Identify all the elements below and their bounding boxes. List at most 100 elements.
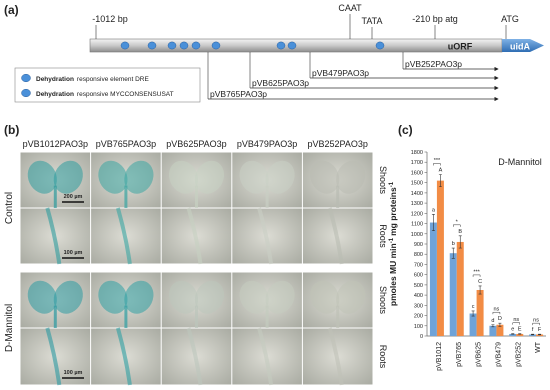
- error-bar: [431, 214, 435, 232]
- y-tick-label: 1800: [411, 150, 423, 156]
- x-tick-label: pVB765: [456, 342, 463, 367]
- significance-label: *: [456, 219, 459, 225]
- bar: [509, 333, 517, 336]
- y-tick-label: 1200: [411, 211, 423, 217]
- error-bar: [518, 333, 522, 335]
- bar: [456, 241, 464, 336]
- group-letter: f: [532, 327, 534, 333]
- y-tick-label: 600: [414, 273, 423, 279]
- column-header: pVB765PAO3p: [96, 139, 156, 149]
- error-bar: [511, 333, 515, 335]
- y-tick-label: 1100: [411, 222, 423, 228]
- legend-bold: Dehydration: [36, 76, 74, 83]
- y-axis-label-part: mg proteins: [388, 187, 398, 236]
- construct-label: pVB479PAO3p: [312, 68, 369, 78]
- construct-label: pVB765PAO3p: [210, 89, 267, 99]
- error-bar: [451, 247, 455, 259]
- legend-label: Dehydration responsive MYCCONSENSUSAT: [36, 91, 174, 98]
- y-tick-label: 1400: [411, 191, 423, 197]
- scale-bar-label: 100 µm: [64, 250, 83, 256]
- leaf: [336, 160, 366, 194]
- error-bar: [491, 324, 495, 328]
- leaf: [98, 160, 128, 194]
- y-tick-label: 0: [420, 334, 423, 340]
- y-tick-label: 100: [414, 324, 423, 330]
- root: [45, 327, 62, 386]
- root: [257, 327, 274, 386]
- y-tick-label: 1300: [411, 201, 423, 207]
- leaf: [53, 280, 83, 314]
- y-axis-label-part: pmoles MU min: [388, 243, 398, 306]
- group-letter: c: [472, 304, 475, 310]
- significance-label: ns: [533, 318, 539, 324]
- condition-label: D-Mannitol: [4, 304, 15, 352]
- scale-bar-label: 100 µm: [64, 370, 83, 376]
- x-tick-label: pVB252: [515, 342, 522, 367]
- y-axis-label-sup: -1: [389, 237, 395, 243]
- error-bar: [471, 310, 475, 317]
- root: [257, 207, 274, 265]
- legend-icon: [21, 73, 31, 83]
- leaf: [168, 160, 199, 194]
- root: [115, 327, 132, 386]
- uorf-label: uORF: [448, 42, 473, 52]
- element-icon: [191, 41, 201, 50]
- legend-text: responsive element DRE: [77, 76, 150, 83]
- significance-bracket: [433, 163, 441, 166]
- significance-bracket: [472, 274, 481, 277]
- group-letter: C: [478, 279, 482, 285]
- error-bar: [498, 322, 502, 327]
- scale-bar-label: 200 µm: [64, 194, 83, 200]
- leaf: [194, 160, 225, 194]
- element-icon: [179, 41, 189, 50]
- significance-label: ns: [494, 307, 500, 313]
- significance-bracket: [492, 311, 501, 315]
- bar: [476, 290, 484, 336]
- group-letter: d: [491, 318, 494, 324]
- tissue-label: Shoots: [378, 166, 388, 195]
- leaf: [53, 160, 83, 194]
- column-header: pVB479PAO3p: [237, 139, 297, 149]
- y-tick-label: 1600: [411, 170, 423, 176]
- y-axis-label: pmoles MU min-1mg proteins-1: [388, 181, 398, 306]
- root: [45, 207, 62, 265]
- leaf: [239, 160, 269, 194]
- element-icon: [167, 41, 177, 50]
- group-letter: D: [498, 316, 502, 322]
- bar: [429, 222, 437, 336]
- y-tick-label: 300: [414, 303, 423, 309]
- x-tick-label: pVB1012: [436, 342, 443, 371]
- construct-label: pVB252PAO3p: [405, 59, 462, 69]
- column-header: pVB1012PAO3p: [23, 139, 88, 149]
- leaf: [310, 280, 340, 314]
- leaf: [168, 280, 199, 314]
- root: [186, 327, 203, 386]
- bar: [516, 333, 524, 336]
- significance-bracket: [532, 322, 540, 326]
- bar: [496, 324, 504, 336]
- panel-label: (c): [398, 123, 413, 137]
- x-tick-label: pVB479: [495, 342, 502, 367]
- group-letter: F: [538, 327, 542, 333]
- significance-bracket: [512, 322, 520, 325]
- y-tick-label: 1000: [411, 232, 423, 238]
- element-icon: [120, 41, 130, 50]
- element-icon: [211, 41, 221, 50]
- root: [327, 327, 344, 386]
- legend-bold: Dehydration: [36, 91, 74, 98]
- group-letter: b: [452, 241, 455, 247]
- gene-box: [502, 39, 544, 52]
- error-bar: [478, 285, 482, 295]
- group-letter: B: [458, 229, 462, 235]
- y-tick-label: 1700: [411, 160, 423, 166]
- y-tick-label: 700: [414, 262, 423, 268]
- y-tick-label: 400: [414, 293, 423, 299]
- y-axis-label-sup: -1: [389, 181, 395, 187]
- bar: [536, 334, 544, 336]
- leaf: [265, 160, 295, 194]
- leaf: [310, 160, 340, 194]
- root: [186, 207, 203, 265]
- bar: [529, 334, 537, 336]
- leaf: [124, 280, 154, 314]
